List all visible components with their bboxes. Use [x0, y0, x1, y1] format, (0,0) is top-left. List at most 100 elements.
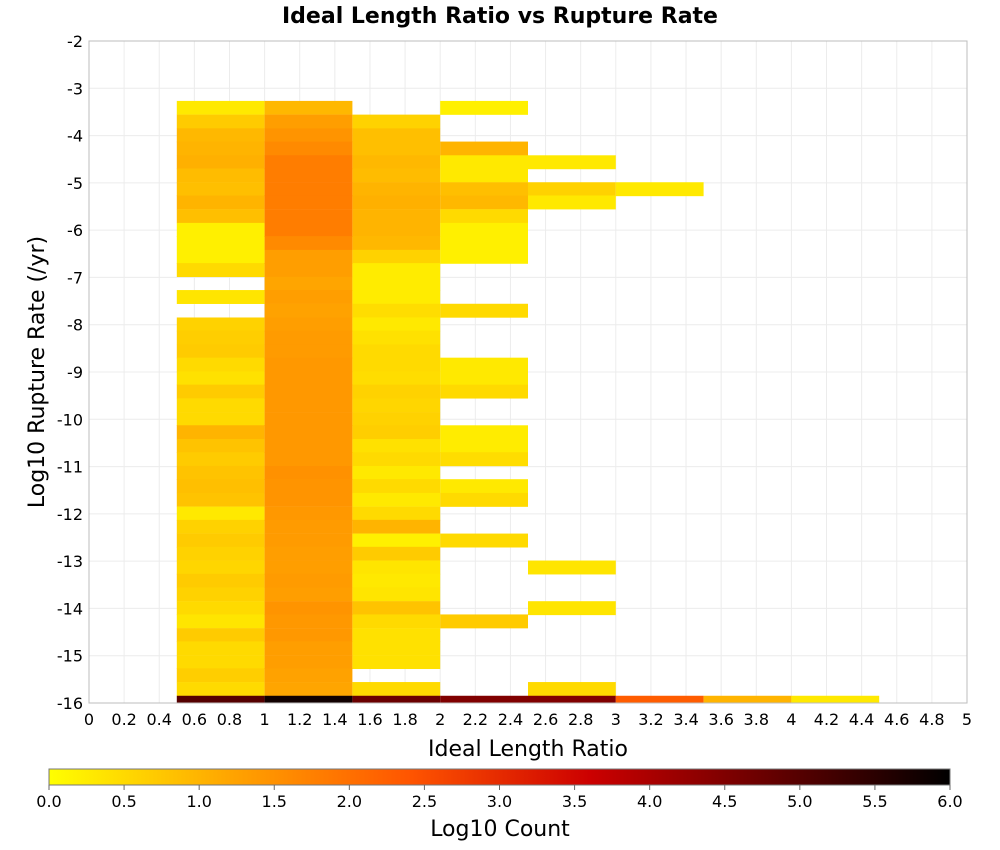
heatmap-cell [176, 290, 265, 304]
heatmap-cell [264, 573, 353, 588]
y-tick-label: -5 [67, 174, 83, 193]
heatmap-cell [352, 533, 441, 548]
heatmap-cell [176, 452, 265, 467]
heatmap-cell [352, 263, 441, 278]
heatmap-cell [264, 290, 353, 304]
heatmap-cell [352, 357, 441, 372]
x-tick-label: 2.2 [463, 710, 488, 729]
colorbar-tick-label: 5.0 [787, 792, 812, 811]
x-tick-label: 4.2 [814, 710, 839, 729]
heatmap-cell [440, 492, 528, 507]
heatmap-cell [264, 100, 353, 115]
x-tick-label: 4.4 [849, 710, 874, 729]
y-tick-label: -14 [57, 599, 83, 618]
x-tick-label: 2 [435, 710, 445, 729]
heatmap-cell [264, 114, 353, 129]
heatmap-cell [176, 641, 265, 656]
y-tick-label: -12 [57, 505, 83, 524]
heatmap-cell [264, 546, 353, 561]
heatmap-cell [264, 371, 353, 386]
heatmap-cell [352, 506, 441, 521]
y-tick-label: -2 [67, 32, 83, 51]
heatmap-cell [264, 330, 353, 345]
y-tick-label: -11 [57, 458, 83, 477]
heatmap-cell [176, 668, 265, 683]
heatmap-cell [264, 317, 353, 332]
colorbar-tick-label: 3.0 [487, 792, 512, 811]
heatmap-cell [440, 195, 528, 210]
x-tick-label: 2.6 [533, 710, 558, 729]
heatmap-cell [264, 668, 353, 683]
heatmap-cell [264, 425, 353, 440]
heatmap-cell [264, 209, 353, 224]
heatmap-cell [176, 546, 265, 561]
heatmap-cell [352, 182, 441, 197]
heatmap-cell [176, 141, 265, 156]
heatmap-cell [440, 614, 528, 629]
heatmap-cell [264, 141, 353, 156]
heatmap-cell [264, 492, 353, 507]
heatmap-cell [615, 182, 704, 197]
heatmap-cell [528, 695, 616, 704]
heatmap-cell [176, 330, 265, 345]
heatmap-cell [352, 655, 441, 670]
heatmap-cell [264, 398, 353, 413]
heatmap-cell [352, 317, 441, 332]
heatmap-cell [528, 601, 616, 616]
heatmap-cell [176, 114, 265, 129]
heatmap-cell [440, 695, 528, 704]
heatmap-cell [176, 209, 265, 224]
y-tick-label: -6 [67, 221, 83, 240]
heatmap-cell [440, 141, 528, 156]
heatmap-cell [176, 263, 265, 278]
heatmap-cell [264, 506, 353, 521]
heatmap-cell [176, 587, 265, 602]
heatmap-cell [264, 412, 353, 426]
heatmap-cell [264, 587, 353, 602]
heatmap-cells [176, 100, 880, 704]
heatmap-cell [264, 357, 353, 372]
heatmap-cell [440, 249, 528, 264]
heatmap-cell [264, 533, 353, 548]
colorbar-ticks: 0.0 0.5 1.0 1.5 2.0 2.5 3.0 3.5 4.0 4.5 5.0 5.5 6.0 [36, 785, 963, 811]
heatmap-cell [440, 100, 528, 115]
heatmap-cell [352, 695, 441, 704]
heatmap-cell [176, 614, 265, 629]
heatmap-cell [440, 439, 528, 453]
heatmap-cell [176, 168, 265, 183]
heatmap-cell [176, 182, 265, 197]
heatmap-cell [176, 384, 265, 399]
x-tick-label: 4.8 [919, 710, 944, 729]
heatmap-cell [264, 263, 353, 278]
heatmap-cell [352, 330, 441, 345]
heatmap-cell [352, 601, 441, 616]
heatmap-cell [176, 371, 265, 386]
heatmap-cell [528, 682, 616, 696]
x-tick-label: 1.2 [287, 710, 312, 729]
heatmap-cell [352, 303, 441, 318]
heatmap-cell [264, 695, 353, 704]
heatmap-cell [440, 182, 528, 197]
heatmap-cell [264, 465, 353, 480]
heatmap-cell [176, 601, 265, 616]
heatmap-cell [352, 398, 441, 413]
y-tick-label: -4 [67, 127, 83, 146]
heatmap-cell [440, 209, 528, 224]
heatmap-cell [176, 398, 265, 413]
x-tick-label: 1.8 [392, 710, 417, 729]
heatmap-cell [352, 519, 441, 534]
heatmap-cell [440, 425, 528, 440]
heatmap-cell [176, 479, 265, 494]
x-tick-label: 1.6 [357, 710, 382, 729]
heatmap-cell [264, 682, 353, 696]
heatmap-cell [352, 546, 441, 561]
x-tick-label: 3.8 [744, 710, 769, 729]
y-tick-label: -9 [67, 363, 83, 382]
x-tick-label: 1 [260, 710, 270, 729]
colorbar-tick-label: 0.0 [36, 792, 61, 811]
x-tick-label: 2.8 [568, 710, 593, 729]
heatmap-cell [352, 222, 441, 237]
heatmap-cell [352, 155, 441, 170]
heatmap-cell [352, 412, 441, 426]
heatmap-cell [352, 628, 441, 643]
